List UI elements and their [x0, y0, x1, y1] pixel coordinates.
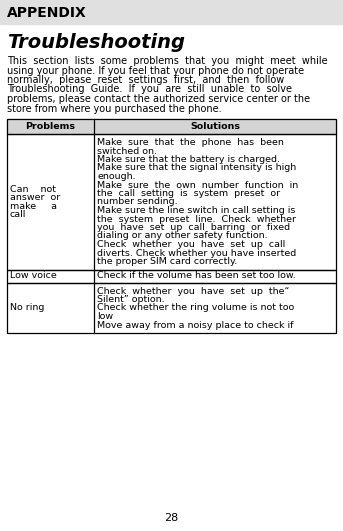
Text: answer  or: answer or	[10, 193, 60, 202]
Text: Troubleshooting: Troubleshooting	[7, 32, 185, 52]
Text: Make sure that the signal intensity is high: Make sure that the signal intensity is h…	[97, 164, 296, 173]
Text: you  have  set  up  call  barring  or  fixed: you have set up call barring or fixed	[97, 223, 290, 232]
Text: call: call	[10, 210, 26, 219]
Text: Troubleshooting  Guide.  If  you  are  still  unable  to  solve: Troubleshooting Guide. If you are still …	[7, 84, 292, 95]
Text: the proper SIM card correctly.: the proper SIM card correctly.	[97, 257, 237, 266]
Bar	[0, 0, 343, 24]
Text: number sending.: number sending.	[97, 198, 178, 207]
Text: store from where you purchased the phone.: store from where you purchased the phone…	[7, 104, 222, 114]
Bar	[7, 270, 336, 282]
Text: Check whether the ring volume is not too: Check whether the ring volume is not too	[97, 304, 294, 313]
Text: using your phone. If you feel that your phone do not operate: using your phone. If you feel that your …	[7, 65, 304, 75]
Text: the  call  setting  is  system  preset  or: the call setting is system preset or	[97, 189, 280, 198]
Text: Make sure that the battery is charged.: Make sure that the battery is charged.	[97, 155, 280, 164]
Text: Problems: Problems	[26, 122, 75, 131]
Text: diverts. Check whether you have inserted: diverts. Check whether you have inserted	[97, 249, 296, 258]
Text: APPENDIX: APPENDIX	[7, 6, 87, 20]
Bar	[7, 282, 336, 333]
Text: This  section  lists  some  problems  that  you  might  meet  while: This section lists some problems that yo…	[7, 56, 328, 66]
Text: Solutions: Solutions	[190, 122, 240, 131]
Text: low: low	[97, 312, 113, 321]
Text: Make sure the line switch in call setting is: Make sure the line switch in call settin…	[97, 206, 296, 215]
Bar	[7, 134, 336, 270]
Text: Check  whether  you  have  set  up  call: Check whether you have set up call	[97, 240, 285, 249]
Text: enough.: enough.	[97, 172, 136, 181]
Text: the  system  preset  line.  Check  whether: the system preset line. Check whether	[97, 215, 296, 224]
Text: Move away from a noisy place to check if: Move away from a noisy place to check if	[97, 321, 294, 330]
Text: Make  sure  the  own  number  function  in: Make sure the own number function in	[97, 181, 298, 190]
Text: switched on.: switched on.	[97, 147, 157, 156]
Text: 28: 28	[164, 513, 179, 523]
Bar	[7, 134, 336, 270]
Bar	[7, 119, 336, 134]
Text: No ring: No ring	[10, 304, 44, 313]
Text: Can    not: Can not	[10, 185, 56, 194]
Text: Silent” option.: Silent” option.	[97, 295, 165, 304]
Text: normally,  please  reset  settings  first,  and  then  follow: normally, please reset settings first, a…	[7, 75, 284, 85]
Bar	[7, 270, 336, 282]
Bar	[7, 119, 336, 134]
Text: make     a: make a	[10, 202, 57, 211]
Text: dialing or any other safety function.: dialing or any other safety function.	[97, 232, 268, 241]
Text: problems, please contact the authorized service center or the: problems, please contact the authorized …	[7, 94, 310, 104]
Text: Check  whether  you  have  set  up  the“: Check whether you have set up the“	[97, 287, 289, 295]
Text: Check if the volume has been set too low.: Check if the volume has been set too low…	[97, 271, 296, 280]
Bar	[7, 282, 336, 333]
Text: Low voice: Low voice	[10, 271, 57, 280]
Text: Make  sure  that  the  phone  has  been: Make sure that the phone has been	[97, 138, 284, 147]
